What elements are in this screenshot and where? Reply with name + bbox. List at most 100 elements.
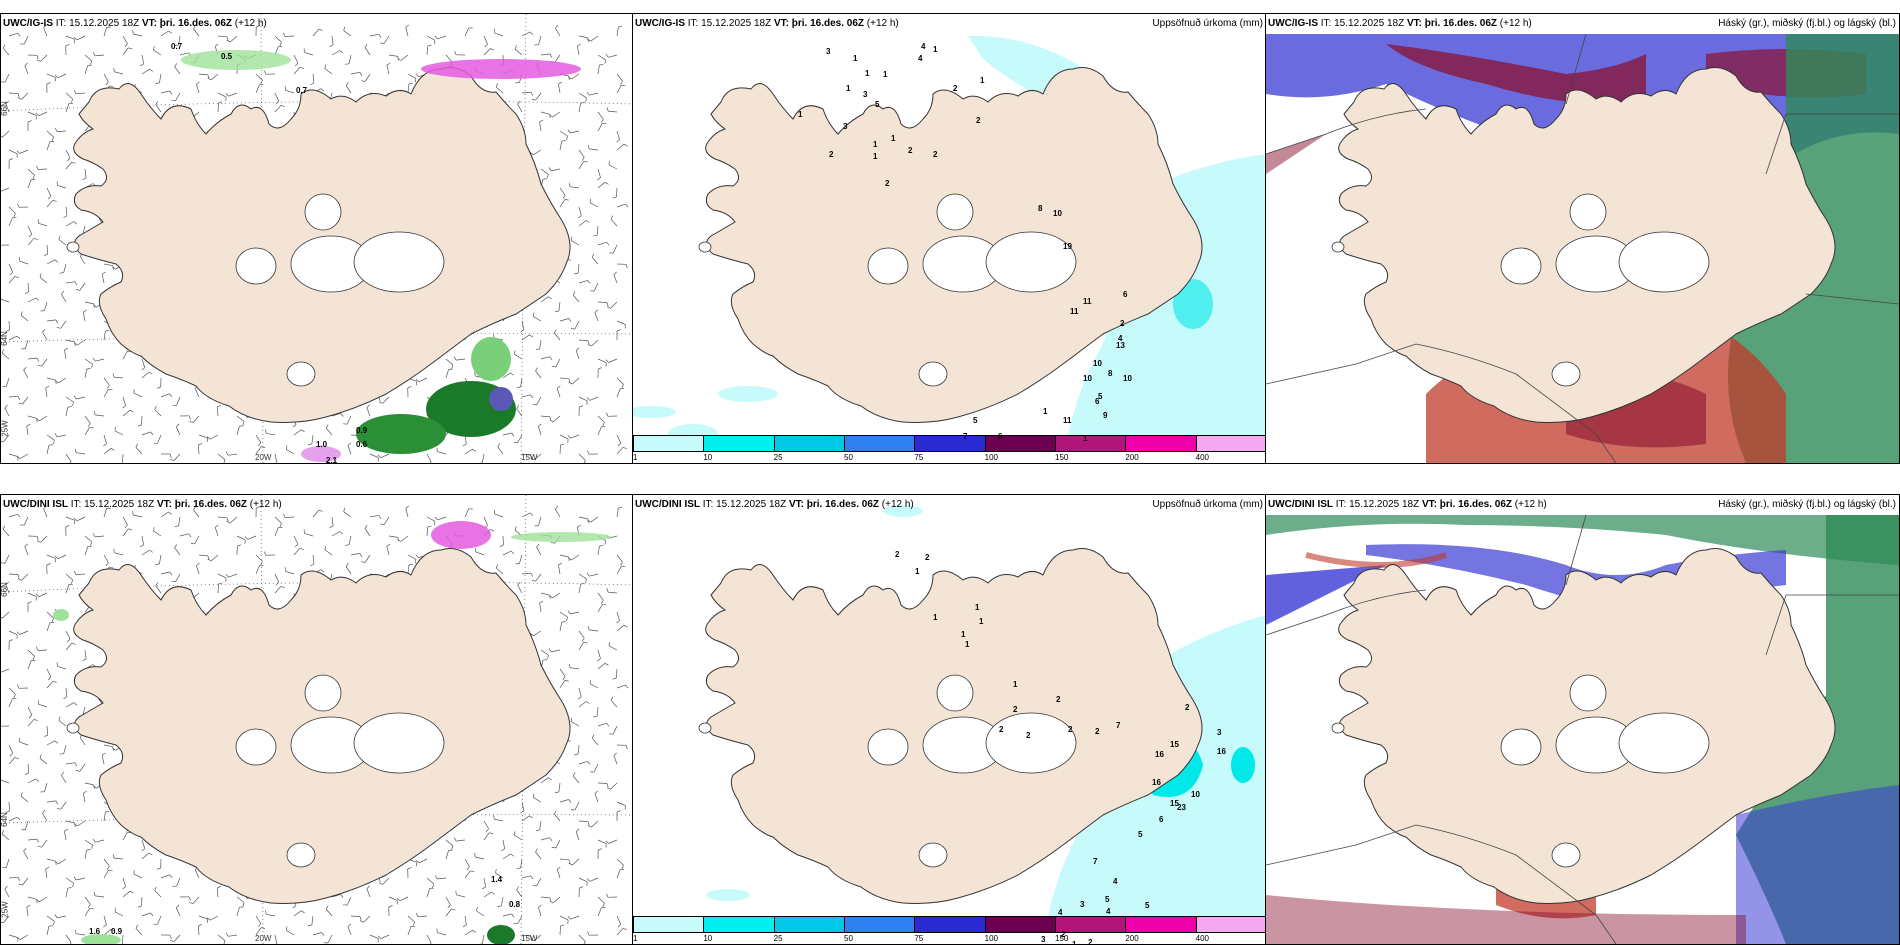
value-label: 15	[1170, 740, 1179, 749]
colorbar-swatch	[773, 435, 845, 452]
value-label: 3	[826, 47, 831, 56]
colorbar-label: 25	[773, 453, 783, 462]
map-panel-wind-ig[interactable]: UWC/IG-IS IT: 15.12.2025 18Z VT: þri. 16…	[0, 13, 634, 464]
lat-label-64n: 64N	[0, 812, 9, 827]
value-label: 11	[1083, 297, 1092, 306]
value-label: 0.9	[356, 426, 368, 435]
panel-title-right: Háský (gr.), miðský (fj.bl.) og lágský (…	[1718, 499, 1896, 510]
colorbar-label: 150	[1055, 934, 1069, 943]
wind-map-svg	[1, 14, 633, 463]
value-label: 0.9	[111, 927, 123, 936]
colorbar-label: 50	[844, 934, 853, 943]
value-label: 5	[875, 100, 880, 109]
cloud-map-svg	[1266, 33, 1899, 463]
colorbar-swatch	[984, 435, 1056, 452]
value-label: 2	[1068, 725, 1073, 734]
colorbar-swatch	[914, 916, 986, 933]
value-label: 10	[1083, 374, 1092, 383]
value-label: 1	[965, 640, 970, 649]
value-label: 2	[999, 725, 1004, 734]
colorbar-label: 75	[914, 934, 924, 943]
colorbar-label: 25	[773, 934, 783, 943]
value-label: 1	[883, 70, 888, 79]
colorbar-swatch	[1055, 916, 1127, 933]
value-label: 2	[829, 150, 834, 159]
colorbar-swatch	[844, 916, 916, 933]
value-label: 6	[1095, 397, 1100, 406]
value-label: 0.7	[171, 42, 183, 51]
value-label: 15	[1170, 799, 1179, 808]
value-label: 2	[976, 116, 981, 125]
value-label: 1	[961, 630, 966, 639]
value-label: 6	[998, 432, 1003, 441]
value-label: 16	[1217, 747, 1226, 756]
value-label: 6	[1159, 815, 1164, 824]
value-label: 3	[863, 90, 868, 99]
value-label: 11	[1070, 307, 1079, 316]
colorbar-label: 400	[1195, 453, 1210, 462]
value-label: 2	[1056, 695, 1061, 704]
colorbar-swatch	[633, 916, 705, 933]
value-label: 1	[873, 140, 878, 149]
value-label: 1	[1043, 407, 1048, 416]
colorbar-label: 1	[633, 453, 638, 462]
panel-header: UWC/IG-IS IT: 15.12.2025 18Z VT: þri. 16…	[3, 18, 267, 29]
value-label: 1	[980, 76, 985, 85]
map-panel-wind-dini[interactable]: UWC/DINI ISL IT: 15.12.2025 18Z VT: þri.…	[0, 494, 634, 945]
precip-map-svg	[633, 35, 1266, 463]
value-label: 3	[1041, 935, 1046, 944]
panel-title-right: Uppsöfnuð úrkoma (mm)	[1152, 18, 1263, 29]
value-label: 1	[846, 84, 851, 93]
value-label: 1	[975, 603, 980, 612]
lat-label-66n: 66N	[0, 101, 9, 116]
value-label: 1	[1083, 434, 1088, 443]
value-label: 6	[1123, 290, 1128, 299]
value-label: 2	[933, 150, 938, 159]
value-label: 1	[933, 613, 938, 622]
map-panel-precip-dini[interactable]: UWC/DINI ISL IT: 15.12.2025 18Z VT: þri.…	[632, 494, 1267, 945]
colorbar-label: 10	[703, 934, 713, 943]
value-label: 7	[1116, 721, 1121, 730]
value-label: 1.0	[316, 440, 328, 449]
map-panel-precip-ig[interactable]: UWC/IG-IS IT: 15.12.2025 18Z VT: þri. 16…	[632, 13, 1267, 464]
colorbar-swatch	[1125, 435, 1197, 452]
colorbar-label: 200	[1125, 453, 1139, 462]
map-panel-clouds-ig[interactable]: UWC/IG-IS IT: 15.12.2025 18Z VT: þri. 16…	[1265, 13, 1900, 464]
value-label: 0.8	[509, 900, 521, 909]
value-label: 5	[1145, 901, 1150, 910]
lat-label-25w: 25W	[0, 901, 10, 918]
value-label: 2	[908, 146, 913, 155]
value-label: 1	[915, 567, 920, 576]
value-label: 7	[963, 432, 968, 441]
colorbar-swatch	[633, 435, 705, 452]
colorbar-label: 10	[703, 453, 713, 462]
map-panel-clouds-dini[interactable]: UWC/DINI ISL IT: 15.12.2025 18Z VT: þri.…	[1265, 494, 1900, 945]
value-label: 1	[873, 152, 878, 161]
value-label: 5	[1138, 830, 1143, 839]
value-label: 2	[1095, 727, 1100, 736]
value-label: 1	[1013, 680, 1018, 689]
value-label: 2	[1061, 930, 1066, 939]
value-label: 0.7	[296, 86, 308, 95]
value-label: 0.6	[356, 440, 368, 449]
value-label: 1.4	[491, 875, 503, 884]
colorbar-swatch	[1195, 435, 1266, 452]
precip-shading	[181, 50, 581, 462]
wind-barbs	[1, 505, 629, 944]
value-label: 2	[953, 84, 958, 93]
value-label: 2	[1026, 731, 1031, 740]
colorbar-swatch	[703, 435, 775, 452]
cloud-map-svg	[1266, 514, 1899, 944]
colorbar-label: 50	[844, 453, 853, 462]
value-label: 10	[1191, 790, 1200, 799]
value-label: 8	[1108, 369, 1113, 378]
colorbar-swatch	[703, 916, 775, 933]
value-label: 2	[885, 179, 890, 188]
precip-map-svg	[698, 505, 1266, 944]
colorbar-swatch	[1195, 916, 1266, 933]
colorbar-label: 200	[1125, 934, 1139, 943]
value-label: 3	[843, 122, 848, 131]
value-label: 4	[921, 42, 926, 51]
value-label: 3	[1080, 900, 1085, 909]
value-label: 5	[1105, 895, 1110, 904]
